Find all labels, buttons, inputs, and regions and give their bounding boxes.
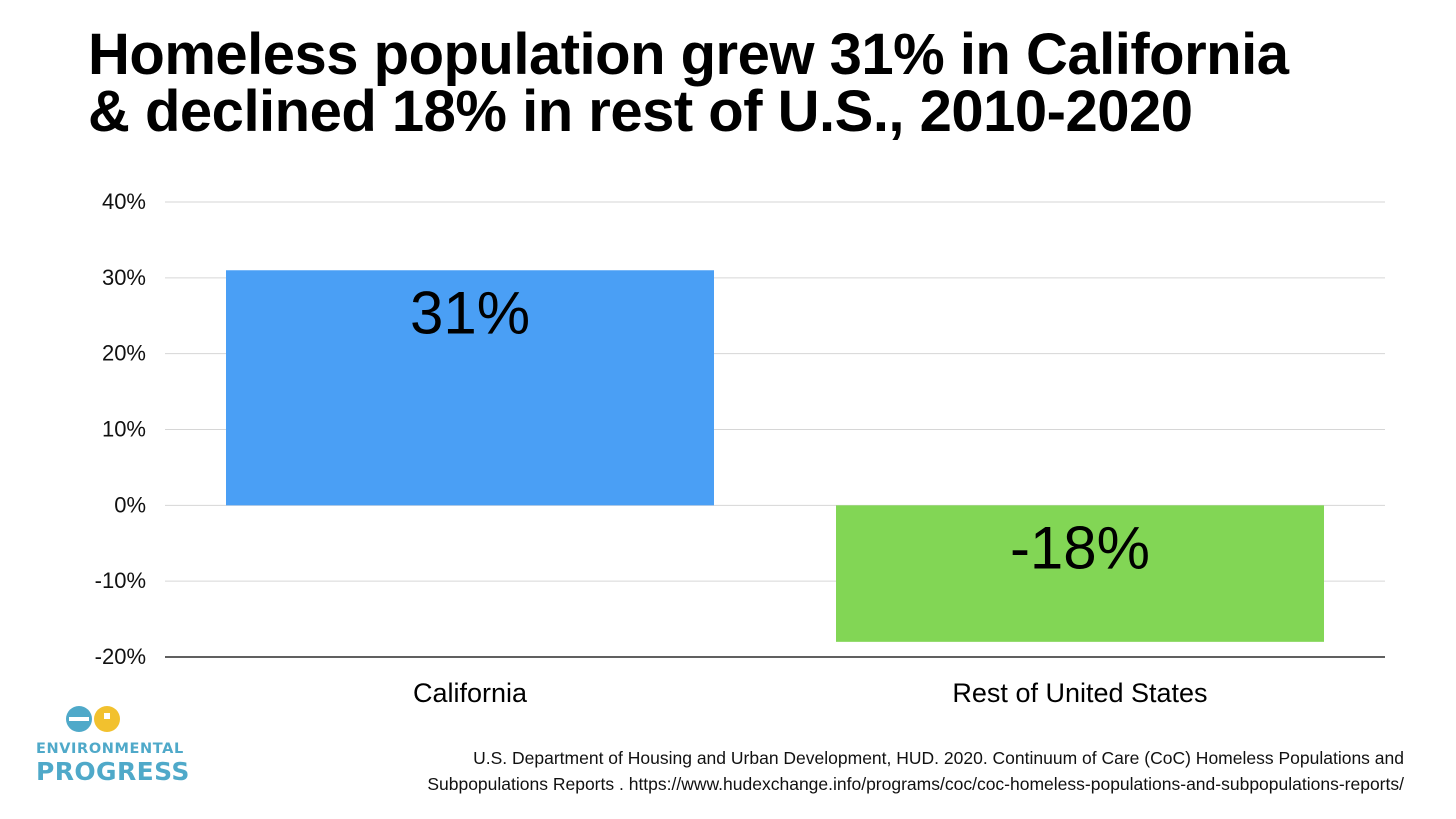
logo-text-progress: PROGRESS	[36, 757, 190, 786]
chart-title-line-1: Homeless population grew 31% in Californ…	[88, 22, 1289, 87]
bar-rest-of-united-states	[836, 505, 1324, 642]
environmental-progress-logo-icon	[66, 706, 120, 732]
source-line-1: U.S. Department of Housing and Urban Dev…	[473, 748, 1404, 768]
y-tick-label: -20%	[95, 644, 146, 669]
y-tick-label: -10%	[95, 568, 146, 593]
source-line-2: Subpopulations Reports . https://www.hud…	[427, 774, 1404, 794]
y-tick-label: 10%	[102, 417, 146, 442]
bar-california	[226, 270, 714, 506]
y-axis-tick-labels: 40% 30% 20% 10% 0% -10% -20%	[95, 189, 146, 669]
data-labels: 31% -18%	[410, 279, 1150, 581]
x-tick-label: Rest of United States	[952, 678, 1207, 708]
x-axis-tick-labels: California Rest of United States	[413, 678, 1208, 708]
y-tick-label: 40%	[102, 189, 146, 214]
y-tick-label: 20%	[102, 341, 146, 366]
x-tick-label: California	[413, 678, 528, 708]
y-tick-label: 0%	[114, 492, 146, 517]
data-label: -18%	[1010, 514, 1150, 581]
chart-title: Homeless population grew 31% in Californ…	[88, 22, 1428, 144]
y-tick-label: 30%	[102, 265, 146, 290]
chart-title-line-2: & declined 18% in rest of U.S., 2010-202…	[88, 79, 1193, 144]
source-citation: U.S. Department of Housing and Urban Dev…	[324, 745, 1404, 797]
logo-text-environmental: ENVIRONMENTAL	[36, 741, 184, 757]
bars	[226, 270, 1324, 642]
data-label: 31%	[410, 279, 530, 346]
